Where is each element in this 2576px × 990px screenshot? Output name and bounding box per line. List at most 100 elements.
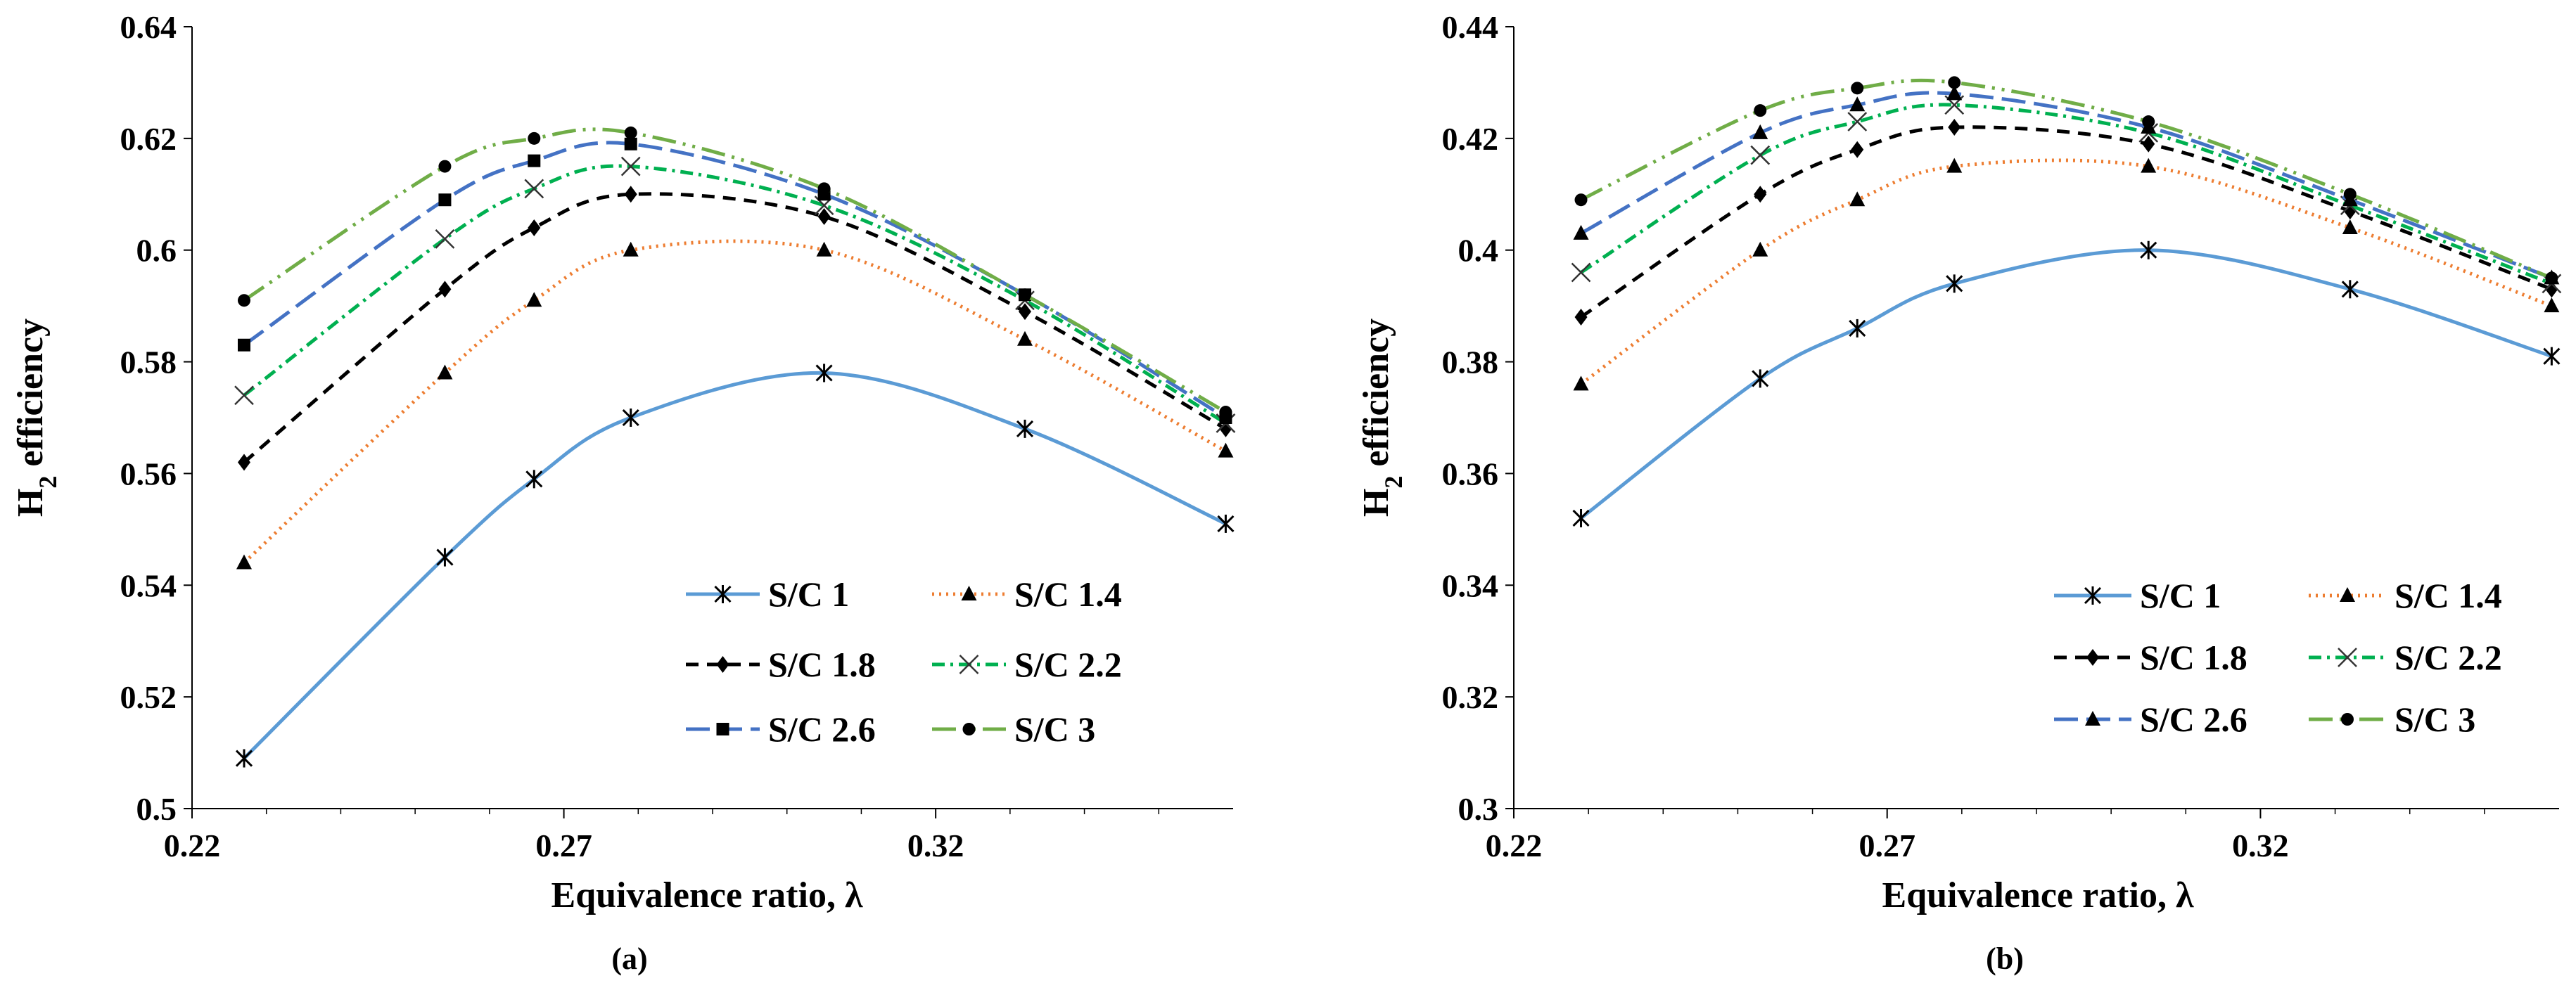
- x-axis-title: Equivalence ratio, λ: [1882, 875, 2194, 915]
- legend-marker: [2086, 649, 2099, 666]
- y-tick-label: 0.34: [1442, 567, 1499, 603]
- data-point-marker-stroke-2: [1847, 112, 1868, 131]
- x-axis-title: Equivalence ratio, λ: [551, 875, 863, 915]
- legend-entry: S/C 1.8: [2054, 638, 2247, 677]
- y-tick-label: 0.32: [1442, 679, 1499, 715]
- series-line: [243, 371, 1227, 760]
- data-point-marker: [1851, 141, 1864, 158]
- chart-caption: (b): [1986, 941, 2024, 976]
- data-point-marker-stroke-2: [435, 229, 455, 249]
- series-s-c-3: [238, 126, 1232, 419]
- data-point-marker: [817, 182, 831, 195]
- legend-entry: S/C 1: [686, 574, 849, 614]
- x-tick-label: 0.32: [907, 828, 964, 863]
- data-point-marker: [1019, 303, 1031, 321]
- legend-label: S/C 1.8: [768, 645, 876, 684]
- legend-entry: S/C 2.2: [932, 645, 1122, 684]
- x-tick-label: 0.22: [164, 828, 221, 863]
- legend-label: S/C 2.6: [2140, 700, 2247, 739]
- data-point-marker: [1574, 309, 1588, 326]
- series-s-c-1-4: [236, 239, 1234, 570]
- legend-marker: [2341, 713, 2354, 726]
- legend-entry: S/C 1.4: [2309, 576, 2502, 615]
- legend-marker: [2340, 587, 2355, 602]
- series-s-c-1-8: [238, 186, 1232, 471]
- chart-caption: (a): [611, 941, 647, 976]
- data-point-marker: [238, 454, 250, 471]
- data-point-marker: [438, 281, 452, 298]
- series-line: [1580, 158, 2553, 386]
- y-tick-label: 0.4: [1458, 233, 1499, 269]
- y-tick-label: 0.5: [136, 791, 177, 827]
- y-tick-label: 0.42: [1442, 121, 1499, 157]
- y-tick-label: 0.3: [1458, 791, 1499, 827]
- y-tick-label: 0.64: [120, 9, 177, 45]
- data-point-marker: [624, 137, 637, 150]
- data-point-marker: [1847, 112, 1868, 131]
- y-tick-label: 0.38: [1442, 345, 1499, 380]
- data-point-marker: [1219, 406, 1232, 419]
- series-s-c-2-2: [1571, 95, 2562, 294]
- legend-label: S/C 1: [768, 574, 849, 614]
- data-point-marker: [1217, 514, 1235, 533]
- data-point-marker: [1754, 104, 1767, 117]
- data-point-marker: [1572, 508, 1590, 527]
- legend-entry: S/C 1: [2054, 576, 2221, 615]
- legend-label: S/C 2.2: [2395, 638, 2502, 677]
- data-point-marker: [235, 749, 253, 768]
- data-point-marker: [2141, 158, 2157, 173]
- y-tick-label: 0.52: [120, 679, 177, 715]
- legend-marker: [2084, 586, 2102, 605]
- data-point-marker: [2543, 347, 2561, 366]
- data-point-marker: [525, 470, 543, 489]
- data-point-marker: [438, 160, 452, 173]
- data-point-marker: [524, 179, 544, 199]
- legend-marker: [959, 655, 979, 674]
- y-tick-label: 0.36: [1442, 456, 1499, 491]
- y-axis-title: H2 efficiency: [11, 319, 62, 517]
- y-tick-label: 0.56: [120, 456, 177, 491]
- data-point-marker-stroke-2: [1750, 145, 1771, 165]
- legend-marker: [962, 723, 976, 735]
- data-point-marker: [234, 385, 254, 406]
- data-point-marker: [816, 241, 832, 257]
- data-point-marker: [2343, 188, 2357, 201]
- legend-marker: [716, 656, 729, 673]
- data-point-marker: [238, 338, 250, 352]
- data-point-marker: [526, 292, 542, 307]
- data-point-marker-stroke-2: [234, 385, 254, 406]
- series-s-c-3: [1574, 76, 2558, 285]
- series-line: [1580, 103, 2553, 285]
- data-point-marker: [1948, 118, 1961, 136]
- y-axis-title-rest: efficiency: [1356, 319, 1396, 476]
- data-point-marker: [2545, 281, 2558, 298]
- data-point-marker: [238, 294, 250, 307]
- data-point-marker: [1017, 330, 1033, 346]
- series-line: [1579, 248, 2553, 520]
- y-axis-title: H2 efficiency: [1356, 319, 1408, 517]
- legend-entry: S/C 3: [932, 709, 1095, 749]
- series-s-c-2-6: [1573, 85, 2560, 285]
- x-tick-label: 0.27: [1858, 828, 1915, 863]
- x-tick-label: 0.27: [535, 828, 592, 863]
- data-point-marker: [622, 409, 639, 427]
- legend-label: S/C 1.4: [1014, 574, 1122, 614]
- series-line: [243, 192, 1227, 464]
- legend-label: S/C 2.6: [768, 709, 876, 749]
- legend-entry: S/C 3: [2309, 700, 2475, 739]
- data-point-marker-stroke-2: [620, 156, 641, 176]
- data-point-marker: [2142, 135, 2155, 153]
- legend-marker: [2085, 711, 2100, 726]
- data-point-marker: [620, 156, 641, 176]
- data-point-marker: [2342, 219, 2358, 234]
- data-point-marker: [1752, 241, 1768, 257]
- data-point-marker: [2545, 271, 2558, 285]
- data-point-marker: [528, 154, 541, 167]
- series-s-c-1-8: [1574, 118, 2558, 326]
- legend-entry: S/C 2.2: [2309, 638, 2502, 677]
- data-point-marker: [1849, 191, 1866, 207]
- data-point-marker: [2140, 240, 2157, 259]
- x-tick-label: 0.32: [2232, 828, 2289, 863]
- chart-panel-a: 0.5 0.52 0.54 0.56 0.58 0.6 0.62 0.64 0.22 0.27 0.…: [11, 9, 1236, 976]
